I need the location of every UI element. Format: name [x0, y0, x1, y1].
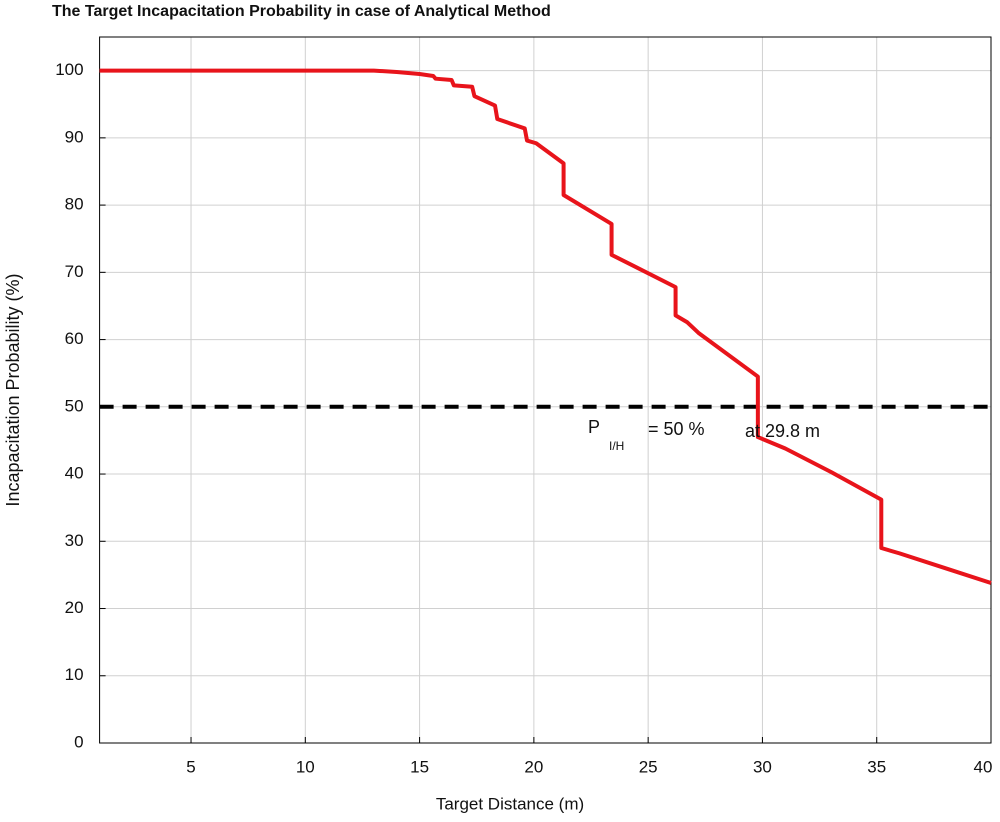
y-tick-label: 100	[55, 60, 83, 79]
y-tick-label: 60	[65, 329, 84, 348]
x-tick-label: 30	[753, 757, 772, 776]
plot-frame	[99, 36, 992, 744]
plot-area: 5 10 15 20 25 30 35 40 0 10 20 30 40 50 60 70 80 90 100	[55, 36, 993, 776]
y-axis-title: Incapacitation Probability (%)	[3, 273, 23, 506]
y-tick-label: 30	[65, 531, 84, 550]
x-axis-title: Target Distance (m)	[436, 794, 584, 813]
annotation-symbol: P	[588, 417, 600, 437]
x-tick-label: 25	[639, 757, 658, 776]
x-tick-label: 40	[974, 757, 993, 776]
y-tick-label: 10	[65, 665, 84, 684]
annotation-subscript: I/H	[609, 439, 624, 453]
x-tick-label: 15	[410, 757, 429, 776]
x-tick-label: 35	[867, 757, 886, 776]
y-tick-label: 70	[65, 262, 84, 281]
y-tick-label: 90	[65, 127, 84, 146]
y-tick-label: 0	[74, 732, 83, 751]
y-tick-label: 80	[65, 195, 84, 214]
x-tick-label: 10	[296, 757, 315, 776]
y-tick-label: 50	[65, 396, 84, 415]
y-tick-label: 20	[65, 598, 84, 617]
x-tick-label: 5	[186, 757, 195, 776]
annotation-note: at 29.8 m	[745, 421, 820, 441]
x-tick-label: 20	[524, 757, 543, 776]
chart-title: The Target Incapacitation Probability in…	[52, 3, 551, 20]
annotation-text: = 50 %	[648, 419, 705, 439]
data-line	[99, 68, 992, 585]
y-tick-label: 40	[65, 464, 84, 483]
